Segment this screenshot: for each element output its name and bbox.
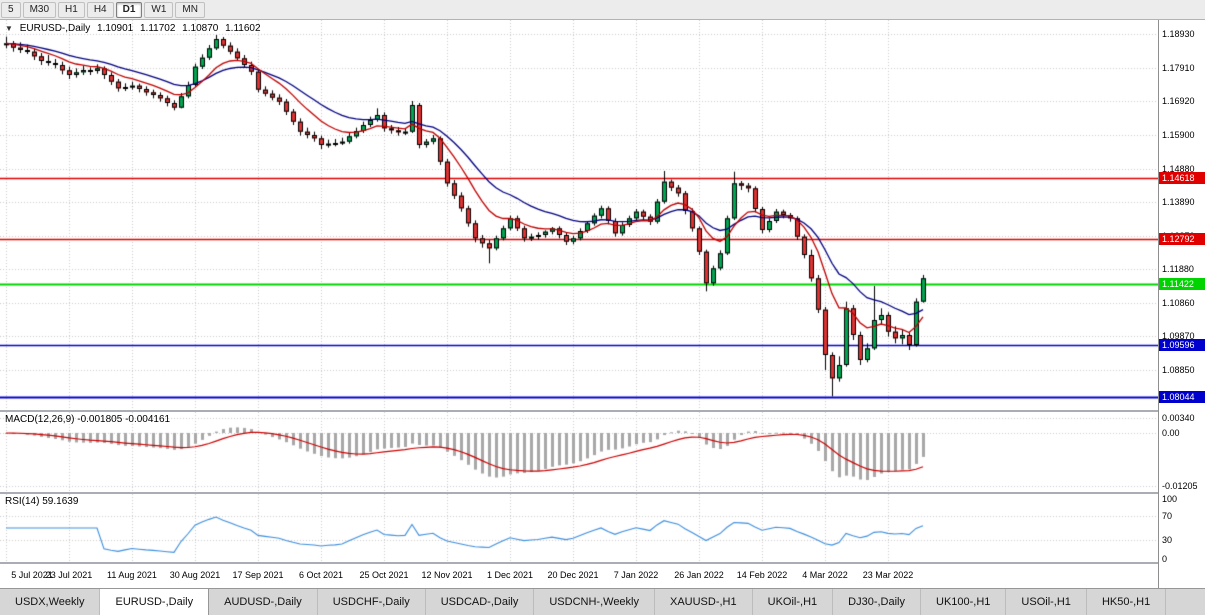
chart-tab-ukoil-h1[interactable]: UKOil-,H1: [752, 589, 834, 615]
rsi-tick-label: 70: [1162, 510, 1173, 521]
hline-price-box: 1.08044: [1159, 390, 1205, 403]
date-label: 17 Sep 2021: [232, 570, 284, 580]
chart-tab-hk50-h1[interactable]: HK50-,H1: [1086, 589, 1167, 615]
price-tick-label: 1.10860: [1162, 298, 1195, 308]
timeframe-button-h4[interactable]: H4: [86, 1, 114, 18]
date-label: 20 Dec 2021: [547, 570, 599, 580]
macd-tick-label: 0.00: [1162, 427, 1180, 438]
hline-price-box: 1.14618: [1159, 171, 1205, 184]
price-tick-label: 1.11880: [1162, 264, 1194, 274]
date-label: 26 Jan 2022: [674, 570, 724, 580]
chart-tab-usdcnh-weekly[interactable]: USDCNH-,Weekly: [534, 589, 655, 615]
date-label: 14 Feb 2022: [736, 570, 788, 580]
timeframe-button-w1[interactable]: W1: [144, 1, 174, 18]
timeframe-button-d1[interactable]: D1: [115, 1, 143, 18]
price-axis-column[interactable]: 1.18930 1.17910 1.16920 1.15900 1.14880 1.138…: [1158, 20, 1205, 588]
plot-column: ▼ EURUSD-,Daily 1.10901 1.11702 1.10870 …: [0, 20, 1158, 588]
chart-tab-usdx-weekly[interactable]: USDX,Weekly: [0, 589, 101, 615]
rsi-tick-label: 30: [1162, 535, 1173, 546]
chart-tab-xauusd-h1[interactable]: XAUUSD-,H1: [655, 589, 753, 615]
rsi-pane: RSI(14) 59.1639: [0, 494, 1158, 562]
main-chart-canvas[interactable]: [0, 20, 1158, 410]
timeframe-button-mn[interactable]: MN: [175, 1, 205, 18]
timeframe-toolbar: 5 M30 H1 H4 D1 W1 MN: [0, 0, 1205, 20]
chart-tab-audusd-daily[interactable]: AUDUSD-,Daily: [209, 589, 318, 615]
macd-tick-label: -0.01205: [1162, 480, 1198, 491]
date-label: 23 Mar 2022: [862, 570, 914, 580]
chart-open-value: 1.10901: [97, 23, 134, 34]
pane-separator[interactable]: [0, 492, 1205, 494]
date-label: 30 Aug 2021: [169, 570, 221, 580]
date-label: 5 Jul 2021: [11, 570, 53, 580]
date-label: 23 Jul 2021: [45, 570, 93, 580]
date-label: 11 Aug 2021: [107, 570, 157, 580]
main-chart-pane: ▼ EURUSD-,Daily 1.10901 1.11702 1.10870 …: [0, 20, 1158, 410]
pane-separator[interactable]: [0, 562, 1205, 564]
chart-symbol-label: EURUSD-,Daily: [19, 23, 91, 34]
timeframe-button-5[interactable]: 5: [1, 1, 21, 18]
date-label: 7 Jan 2022: [613, 570, 659, 580]
chart-high-value: 1.11702: [139, 23, 176, 34]
price-axis-main[interactable]: 1.18930 1.17910 1.16920 1.15900 1.14880 1.138…: [1159, 20, 1205, 410]
price-tick-label: 1.13890: [1162, 197, 1195, 207]
date-label: 6 Oct 2021: [298, 570, 344, 580]
chart-tab-uk100-h1[interactable]: UK100-,H1: [921, 589, 1007, 615]
price-axis-rsi[interactable]: 100 70 30 0: [1159, 494, 1205, 562]
price-tick-label: 1.09870: [1162, 331, 1195, 341]
hline-price-box: 1.09596: [1159, 339, 1205, 352]
chart-tab-dj30-daily[interactable]: DJ30-,Daily: [833, 589, 921, 615]
chart-area: ▼ EURUSD-,Daily 1.10901 1.11702 1.10870 …: [0, 20, 1205, 588]
rsi-header: RSI(14) 59.1639: [5, 496, 79, 507]
price-tick-label: 1.18930: [1162, 29, 1195, 39]
price-tick-label: 1.15900: [1162, 130, 1195, 140]
rsi-tick-label: 100: [1162, 494, 1178, 504]
price-tick-label: 1.16920: [1162, 96, 1195, 106]
chart-close-value: 1.11602: [225, 23, 261, 34]
chart-tab-usdchf-daily[interactable]: USDCHF-,Daily: [317, 589, 426, 615]
macd-header: MACD(12,26,9) -0.001805 -0.004161: [5, 414, 171, 425]
hline-price-box: 1.12792: [1159, 232, 1205, 245]
price-axis-macd[interactable]: 0.00340 0.00 -0.01205: [1159, 412, 1205, 492]
rsi-canvas[interactable]: [0, 494, 1158, 562]
pane-separator[interactable]: [0, 410, 1205, 412]
date-label: 4 Mar 2022: [802, 570, 848, 580]
chart-low-value: 1.10870: [182, 23, 219, 34]
macd-canvas[interactable]: [0, 412, 1158, 492]
chart-tab-usoil-h1[interactable]: USOil-,H1: [1006, 589, 1087, 615]
timeframe-button-h1[interactable]: H1: [58, 1, 85, 18]
chart-tabs-bar: USDX,Weekly EURUSD-,Daily AUDUSD-,Daily …: [0, 588, 1205, 615]
date-label: 1 Dec 2021: [486, 570, 534, 580]
timeframe-button-m30[interactable]: M30: [22, 1, 57, 18]
chart-tab-usdcad-daily[interactable]: USDCAD-,Daily: [425, 589, 535, 615]
chart-tab-eurusd-daily[interactable]: EURUSD-,Daily: [100, 589, 210, 615]
date-axis[interactable]: 5 Jul 2021 23 Jul 2021 11 Aug 2021 30 Aug 2…: [0, 564, 1158, 588]
symbol-dropdown-icon: ▼: [5, 24, 13, 33]
chart-ohlc-header: ▼ EURUSD-,Daily 1.10901 1.11702 1.10870 …: [5, 23, 265, 34]
date-label: 25 Oct 2021: [359, 570, 409, 580]
macd-tick-label: 0.00340: [1162, 413, 1195, 424]
hline-price-box: 1.11422: [1159, 278, 1205, 291]
rsi-tick-label: 0: [1162, 554, 1168, 562]
price-tick-label: 1.14880: [1162, 164, 1195, 174]
macd-pane: MACD(12,26,9) -0.001805 -0.004161: [0, 412, 1158, 492]
price-tick-label: 1.08850: [1162, 365, 1195, 375]
price-tick-label: 1.17910: [1162, 63, 1195, 73]
date-label: 12 Nov 2021: [421, 570, 473, 580]
